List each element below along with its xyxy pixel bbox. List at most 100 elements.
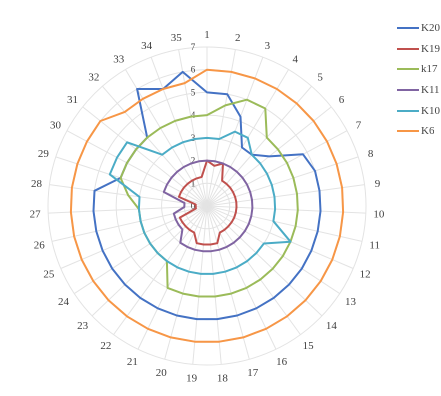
series-line-k10 xyxy=(108,130,292,275)
category-label: 11 xyxy=(369,239,380,251)
category-label: 22 xyxy=(100,340,111,352)
grid-spoke xyxy=(206,130,348,207)
category-label: 25 xyxy=(43,269,55,281)
legend-item: K20 xyxy=(397,18,441,39)
grid-spoke xyxy=(113,205,208,335)
legend-swatch xyxy=(397,109,419,112)
tick-label: 0 xyxy=(191,201,196,211)
grid-spoke xyxy=(206,205,250,360)
category-label: 24 xyxy=(58,296,70,308)
legend-label: K19 xyxy=(421,42,440,55)
legend-item: K11 xyxy=(397,80,441,101)
legend: K20 K19 k17 K11 K10 K6 xyxy=(397,18,441,142)
grid-spoke xyxy=(178,49,208,207)
category-label: 21 xyxy=(127,356,138,368)
legend-swatch xyxy=(397,27,419,30)
category-label: 17 xyxy=(247,367,259,379)
grid-spoke xyxy=(206,205,277,350)
grid-spoke xyxy=(206,85,312,207)
radar-grid xyxy=(47,46,367,366)
category-label: 2 xyxy=(235,32,241,44)
tick-label: 7 xyxy=(191,42,196,52)
tick-label: 2 xyxy=(191,156,196,166)
legend-label: K10 xyxy=(421,104,440,117)
legend-item: K6 xyxy=(397,121,441,142)
grid-spoke xyxy=(48,205,208,214)
category-label: 12 xyxy=(360,269,371,281)
grid-spoke xyxy=(102,85,208,207)
legend-item: K19 xyxy=(397,39,441,60)
grid-spoke xyxy=(192,205,208,365)
category-label: 30 xyxy=(50,119,62,131)
legend-swatch xyxy=(397,89,419,92)
category-label: 23 xyxy=(77,320,89,332)
tick-label: 3 xyxy=(191,133,196,143)
series-line-k19 xyxy=(177,159,238,246)
category-label: 13 xyxy=(345,296,357,308)
grid-spoke xyxy=(150,56,208,207)
category-label: 33 xyxy=(113,53,125,65)
category-label: 27 xyxy=(30,209,42,221)
grid-spoke xyxy=(82,106,208,207)
category-label: 6 xyxy=(339,94,345,106)
series-line-k17 xyxy=(119,98,299,298)
category-label: 16 xyxy=(276,356,288,368)
category-label: 15 xyxy=(303,340,315,352)
grid-spoke xyxy=(206,205,323,317)
category-label: 28 xyxy=(31,178,43,190)
category-label: 1 xyxy=(204,29,210,41)
grid-spoke xyxy=(206,205,366,214)
series-lines xyxy=(69,68,345,343)
radial-tick-labels: 0 1 2 3 4 5 6 7 xyxy=(191,42,196,211)
grid-spoke xyxy=(206,205,222,365)
legend-label: K20 xyxy=(421,22,440,35)
legend-item: k17 xyxy=(397,59,441,80)
category-label: 34 xyxy=(141,40,153,52)
category-label: 14 xyxy=(326,320,338,332)
grid-spoke xyxy=(206,205,354,269)
category-label: 20 xyxy=(156,367,168,379)
category-label: 3 xyxy=(265,40,271,52)
category-label: 35 xyxy=(171,32,183,44)
grid-spoke xyxy=(164,205,208,360)
tick-label: 6 xyxy=(191,65,196,75)
grid-spoke xyxy=(206,49,236,207)
legend-label: K11 xyxy=(421,84,440,97)
category-label: 5 xyxy=(317,71,323,83)
legend-label: k17 xyxy=(421,63,438,76)
category-label: 4 xyxy=(292,53,298,65)
category-label: 19 xyxy=(186,372,198,384)
grid-spoke xyxy=(125,69,208,207)
category-label: 8 xyxy=(368,148,374,160)
legend-item: K10 xyxy=(397,100,441,121)
category-label: 7 xyxy=(356,119,362,131)
grid-spoke xyxy=(91,205,208,317)
tick-label: 4 xyxy=(191,110,196,120)
category-label: 29 xyxy=(38,148,50,160)
grid-spoke xyxy=(206,205,363,242)
series-line-k6 xyxy=(69,68,345,343)
grid-spoke xyxy=(51,205,208,242)
legend-swatch xyxy=(397,68,419,71)
series-line-k11 xyxy=(162,159,254,253)
category-label: 10 xyxy=(373,209,385,221)
grid-spoke xyxy=(74,205,208,295)
category-labels: 1 234567891011121314151617181920212223242… xyxy=(30,29,385,384)
category-label: 18 xyxy=(217,372,229,384)
category-label: 31 xyxy=(67,94,78,106)
grid-spoke xyxy=(206,205,340,295)
grid-spoke xyxy=(206,184,365,207)
grid-spoke xyxy=(206,156,359,207)
category-label: 26 xyxy=(34,239,46,251)
category-label: 9 xyxy=(375,178,381,190)
grid-spoke xyxy=(66,130,208,207)
legend-swatch xyxy=(397,130,419,133)
legend-label: K6 xyxy=(421,125,435,138)
category-label: 32 xyxy=(88,71,99,83)
grid-spoke xyxy=(206,205,301,335)
tick-label: 5 xyxy=(191,87,196,97)
legend-swatch xyxy=(397,47,419,50)
tick-label: 1 xyxy=(191,178,196,188)
grid-spoke xyxy=(137,205,208,350)
